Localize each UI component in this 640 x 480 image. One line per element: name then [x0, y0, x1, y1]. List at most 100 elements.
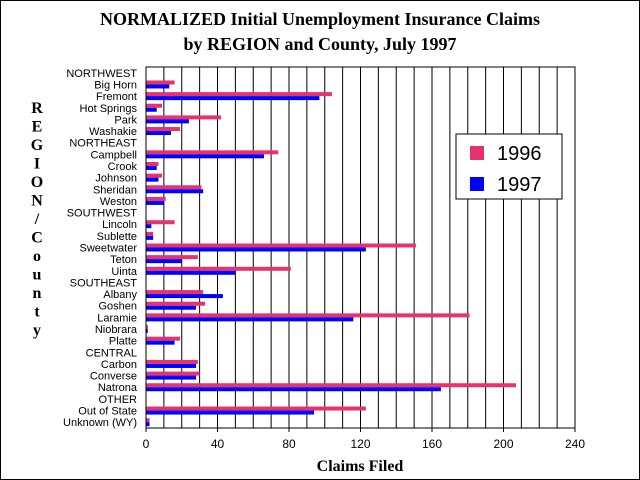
x-tick-label: 120: [350, 437, 370, 451]
bar-1997: [146, 154, 264, 159]
county-label: Lincoln: [102, 219, 137, 231]
y-label-char: G: [31, 137, 44, 154]
legend-swatch-1997: [470, 177, 484, 191]
x-ticks: 0 40 80 120 160 200 240: [143, 428, 585, 451]
county-label: Natrona: [98, 382, 138, 394]
county-label: Goshen: [98, 301, 137, 313]
bar-1996: [146, 196, 166, 201]
x-tick-label: 240: [565, 437, 585, 451]
y-label-char: /: [34, 211, 40, 228]
bar-1997: [146, 189, 204, 194]
bar-1997: [146, 259, 182, 264]
bar-1997: [146, 165, 157, 170]
bar-1997: [146, 235, 154, 240]
y-label-char: t: [34, 304, 40, 321]
bar-1997: [146, 422, 150, 427]
bar-1996: [146, 359, 198, 364]
bar-1996: [146, 418, 150, 423]
x-tick-label: 0: [143, 437, 150, 451]
bar-1996: [146, 290, 204, 295]
legend: 1996 1997: [455, 133, 563, 200]
county-label: Park: [114, 114, 137, 126]
x-tick-label: 40: [211, 437, 225, 451]
county-label: Albany: [103, 289, 137, 301]
county-label: Hot Springs: [80, 103, 138, 115]
bar-1997: [146, 363, 197, 368]
bar-1996: [146, 103, 163, 108]
county-label: Crook: [108, 161, 138, 173]
bar-1997: [146, 96, 320, 101]
bar-1996: [146, 266, 291, 271]
bar-1996: [146, 301, 205, 306]
y-label-char: N: [31, 193, 43, 210]
bars: [146, 80, 517, 427]
county-label: Out of State: [78, 406, 137, 418]
bar-1997: [146, 317, 354, 322]
bar-1997: [146, 340, 175, 345]
region-header-label: CENTRAL: [86, 347, 137, 359]
bar-1997: [146, 200, 164, 205]
bar-1997: [146, 305, 197, 310]
region-header-label: OTHER: [99, 394, 138, 406]
y-label-char: C: [31, 230, 43, 247]
bar-1997: [146, 131, 172, 136]
bar-1997: [146, 329, 148, 334]
county-label: Teton: [110, 254, 137, 266]
bar-1996: [146, 161, 159, 166]
bar-1996: [146, 80, 175, 85]
y-label-char: R: [31, 100, 43, 117]
bar-1997: [146, 387, 441, 392]
county-label: Niobrara: [95, 324, 138, 336]
chart-title-line-2: by REGION and County, July 1997: [183, 34, 456, 54]
county-label: Washakie: [89, 126, 137, 138]
bar-1997: [146, 270, 236, 275]
county-label: Big Horn: [94, 79, 137, 91]
bar-1996: [146, 255, 198, 260]
bar-1996: [146, 231, 154, 236]
y-label-char: n: [33, 285, 42, 302]
y-label-char: E: [32, 119, 43, 136]
y-label-char: o: [33, 248, 41, 265]
legend-label-1996: 1996: [497, 143, 542, 165]
bar-1997: [146, 84, 170, 89]
region-header-label: NORTHEAST: [69, 138, 137, 150]
bar-1996: [146, 185, 202, 190]
y-label-char: u: [33, 267, 42, 284]
county-label: Sheridan: [93, 184, 137, 196]
bar-1996: [146, 336, 180, 341]
bar-1996: [146, 220, 175, 225]
bar-1997: [146, 247, 366, 252]
bar-1997: [146, 119, 189, 124]
county-label: Converse: [90, 371, 137, 383]
bar-1996: [146, 243, 416, 248]
bar-1997: [146, 224, 152, 229]
region-header-label: SOUTHWEST: [67, 208, 138, 220]
bar-1996: [146, 127, 180, 132]
legend-label-1997: 1997: [497, 174, 542, 196]
bar-1996: [146, 173, 163, 178]
county-label: Johnson: [95, 173, 137, 185]
bar-1996: [146, 150, 279, 155]
bar-1997: [146, 107, 157, 112]
y-axis-label: REGION/ County: [31, 100, 44, 339]
county-label: Uinta: [111, 266, 138, 278]
bar-1997: [146, 375, 197, 380]
region-header-label: SOUTHEAST: [70, 277, 138, 289]
legend-swatch-1996: [470, 146, 484, 160]
bar-1996: [146, 92, 332, 97]
county-label: Platte: [109, 336, 137, 348]
county-label: Carbon: [101, 359, 137, 371]
bar-1997: [146, 294, 223, 299]
y-label-char: O: [31, 174, 43, 191]
bar-1996: [146, 115, 222, 120]
county-label: Fremont: [96, 91, 137, 103]
x-tick-label: 160: [422, 437, 442, 451]
bar-1996: [146, 325, 148, 330]
x-tick-label: 80: [282, 437, 296, 451]
county-label: Laramie: [97, 312, 137, 324]
x-axis-label: Claims Filed: [317, 458, 404, 475]
y-label-char: I: [34, 156, 40, 173]
